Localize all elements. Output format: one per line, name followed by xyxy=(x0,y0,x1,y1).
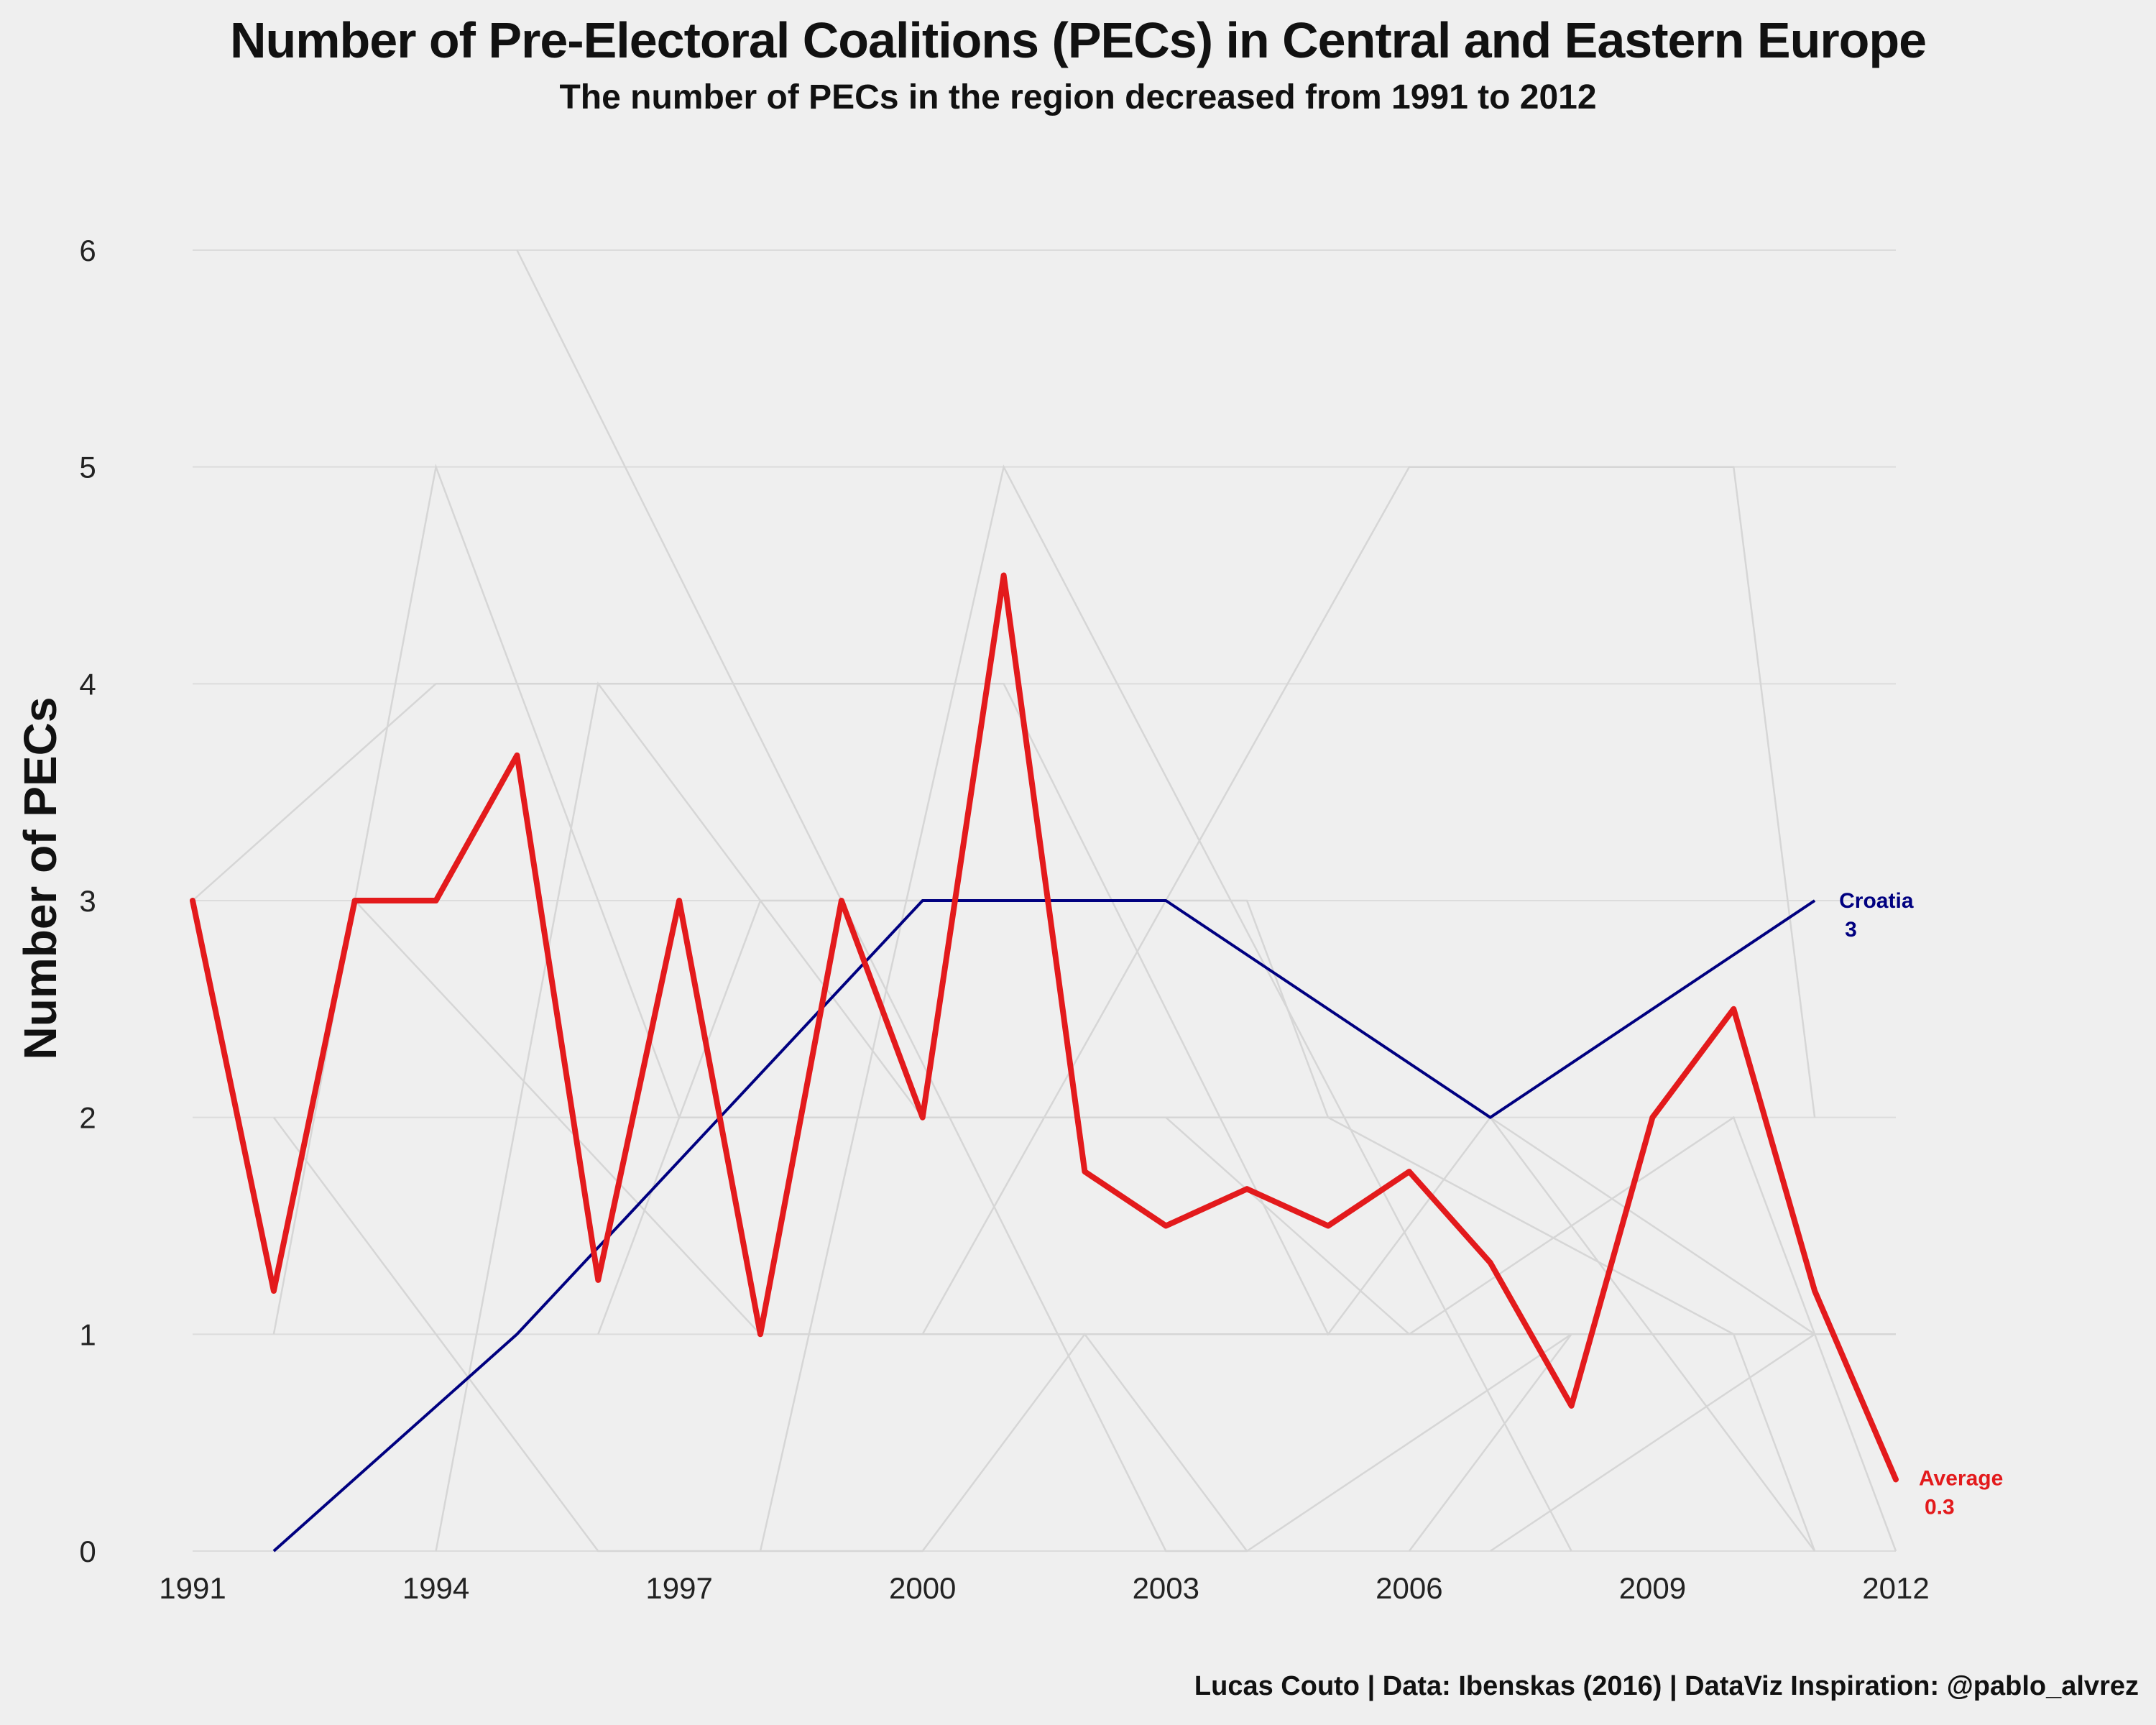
y-tick-label: 4 xyxy=(79,667,96,701)
croatia-label-name: Croatia xyxy=(1839,889,1914,913)
y-tick-label: 3 xyxy=(79,884,96,918)
series-line-country-j xyxy=(1408,1333,1734,1552)
x-tick-label: 2000 xyxy=(889,1571,956,1605)
x-tick-label: 2009 xyxy=(1619,1571,1686,1605)
series-labels: Croatia 3 Average 0.3 xyxy=(1839,889,2003,1519)
x-tick-label: 2012 xyxy=(1862,1571,1929,1605)
chart-subtitle: The number of PECs in the region decreas… xyxy=(559,78,1597,116)
chart-title: Number of Pre-Electoral Coalitions (PECs… xyxy=(229,12,1927,68)
series-line-country-k xyxy=(1490,1333,1815,1552)
y-tick-label: 0 xyxy=(79,1535,96,1568)
series-line-average xyxy=(190,572,1899,1483)
y-tick-label: 1 xyxy=(79,1317,96,1351)
x-tick-label: 1997 xyxy=(645,1571,712,1605)
average-label-name: Average xyxy=(1919,1466,2003,1490)
x-tick-label: 1994 xyxy=(402,1571,469,1605)
series-line-country-f xyxy=(435,681,1815,1552)
y-tick-label: 5 xyxy=(79,451,96,484)
y-tick-label: 6 xyxy=(79,234,96,267)
x-tick-label: 2003 xyxy=(1133,1571,1199,1605)
chart-caption: Lucas Couto | Data: Ibenskas (2016) | Da… xyxy=(1194,1671,2139,1701)
series-line-country-a xyxy=(192,683,1816,1552)
x-tick-label: 1991 xyxy=(159,1571,226,1605)
highlight-lines xyxy=(190,572,1899,1552)
y-tick-label: 2 xyxy=(79,1101,96,1135)
croatia-label-value: 3 xyxy=(1845,918,1857,942)
axis-ticks: 0 1 2 3 4 5 6 1991 1994 1997 2000 2003 2006 2009 2012 xyxy=(79,234,1929,1605)
series-line-croatia xyxy=(272,899,1816,1552)
x-tick-label: 2006 xyxy=(1376,1571,1442,1605)
average-label-value: 0.3 xyxy=(1925,1495,1955,1519)
series-line-country-b xyxy=(272,1116,1248,1552)
